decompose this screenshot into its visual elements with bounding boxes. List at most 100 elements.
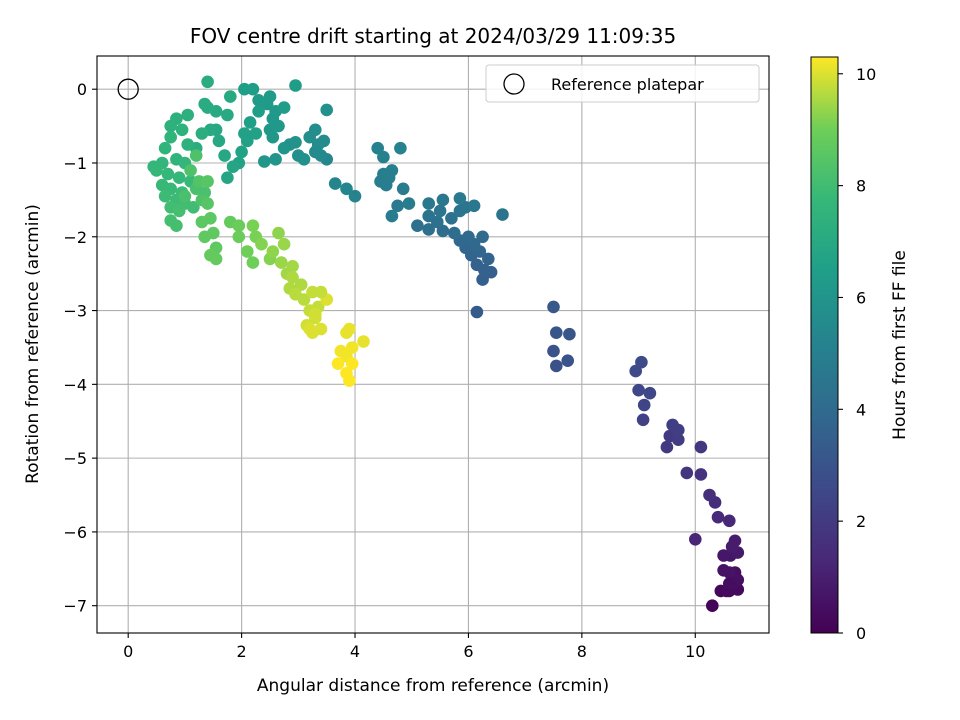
data-point [422,223,436,236]
y-tick-label: −3 [63,302,87,321]
data-point [635,355,648,369]
data-point [246,219,260,232]
data-point [422,209,436,223]
data-point [448,226,461,240]
data-points [117,75,745,612]
data-point [235,145,248,159]
data-point [286,271,299,284]
data-point [158,141,172,155]
data-point [377,150,390,164]
data-point [255,237,268,251]
data-point [212,134,226,148]
data-point [547,300,560,314]
data-point [402,197,416,210]
y-tick-label: −2 [63,228,87,247]
data-point [453,192,467,205]
data-point [184,164,197,177]
y-tick-label: −1 [63,154,87,173]
data-point [317,134,331,148]
data-point [238,82,251,96]
data-point [277,237,291,251]
data-point [689,533,702,546]
data-point [266,245,280,258]
data-point [252,105,265,118]
data-point [314,285,328,299]
x-axis: 0 2 4 6 8 10 [123,633,705,661]
data-point [201,175,214,188]
data-point [711,510,725,524]
data-point [170,219,183,232]
data-point [249,127,263,140]
data-point [422,197,436,210]
y-tick-label: 0 [77,80,87,99]
data-point [328,177,342,190]
x-tick-label: 10 [685,642,705,661]
data-point [258,155,271,168]
data-point [161,167,175,181]
data-point [547,344,560,358]
data-point [289,79,302,92]
data-point [277,141,291,155]
data-point [246,256,260,269]
colorbar-tick-label: 10 [856,65,876,84]
data-point [172,204,186,218]
data-point [181,138,194,151]
x-tick-label: 8 [577,642,587,661]
data-point [269,153,282,166]
data-point [703,488,716,502]
data-point [436,193,450,207]
data-point [189,149,203,162]
data-point [195,127,209,140]
data-point [482,252,495,266]
colorbar-label: Hours from first FF file [890,250,910,440]
data-point [164,119,177,133]
data-point [694,468,708,481]
colorbar [810,56,839,634]
data-point [476,273,489,286]
data-point [150,164,163,177]
data-point [275,256,288,269]
data-point [201,75,214,89]
data-point [221,108,234,122]
x-axis-title: Angular distance from reference (arcmin) [257,676,609,696]
plot-frame [96,55,770,634]
data-point [187,201,200,214]
data-point [637,398,651,412]
colorbar-tick-label: 4 [856,400,866,419]
y-tick-label: −5 [63,449,87,468]
data-point [467,199,481,213]
data-point [672,433,685,447]
colorbar-tick-label: 6 [856,288,866,307]
data-point [164,130,177,144]
data-point [294,278,308,292]
y-tick-label: −6 [63,523,87,542]
x-tick-label: 0 [123,642,133,661]
data-point [445,212,458,225]
colorbar-tick-label: 0 [856,624,866,643]
data-point [561,354,574,368]
legend-entry-reference: Reference platepar [551,75,704,94]
data-point [218,149,231,162]
data-point [357,335,370,348]
data-point [470,258,484,272]
data-point [411,219,424,232]
data-point [158,189,172,203]
data-point [343,374,356,388]
data-point [297,293,311,306]
legend: Reference platepar [485,64,760,103]
data-point [470,305,484,319]
data-point [309,307,322,321]
data-point [348,189,362,203]
data-point [496,208,509,221]
data-point [331,357,345,371]
data-point [343,322,356,336]
data-point [178,189,192,203]
data-point [340,182,353,196]
data-point [243,116,257,129]
data-point [728,534,742,548]
x-tick-label: 6 [463,642,473,661]
data-point [672,423,685,437]
data-point [660,440,674,454]
chart-title: FOV centre drift starting at 2024/03/29 … [190,24,676,48]
